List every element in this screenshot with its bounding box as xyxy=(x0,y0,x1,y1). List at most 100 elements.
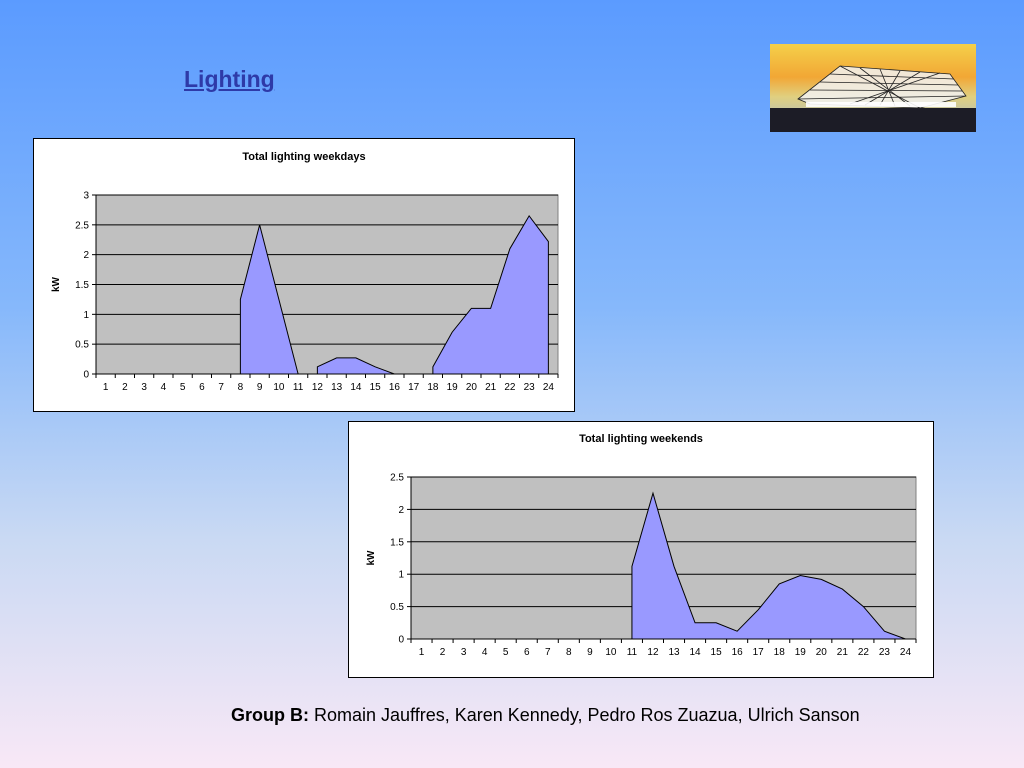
weekend-x-tick-label: 1 xyxy=(419,647,425,658)
weekday-data-point xyxy=(355,357,357,359)
weekend-x-tick-label: 3 xyxy=(461,647,467,658)
weekend-data-point xyxy=(799,574,801,576)
weekend-area-series xyxy=(631,491,906,640)
weekend-x-tick-label: 20 xyxy=(816,647,828,658)
weekday-data-point xyxy=(509,248,511,250)
weekday-x-tick-label: 7 xyxy=(218,382,224,393)
weekday-x-tick-label: 9 xyxy=(257,382,263,393)
weekday-y-tick-label: 2 xyxy=(83,250,89,261)
weekend-x-tick-label: 2 xyxy=(440,647,446,658)
weekday-chart-panel: Total lighting weekdays 0 0.5 1 1.5 2 2.5 3 1 2 3 4… xyxy=(33,138,575,412)
weekend-x-tick-label: 18 xyxy=(774,647,786,658)
weekend-data-point xyxy=(631,565,633,567)
weekend-y-tick-label: 0.5 xyxy=(390,602,404,613)
weekday-x-tick-label: 23 xyxy=(524,382,536,393)
weekday-x-tick-label: 19 xyxy=(447,382,459,393)
weekday-y-tick-label: 0 xyxy=(83,370,89,381)
weekend-x-tick-label: 5 xyxy=(503,647,509,658)
weekday-area-series xyxy=(239,224,299,375)
weekend-data-point xyxy=(883,630,885,632)
weekday-x-tick-label: 5 xyxy=(180,382,186,393)
weekday-x-tick-label: 18 xyxy=(427,382,439,393)
weekday-y-tick-label: 0.5 xyxy=(75,340,89,351)
weekend-x-tick-label: 24 xyxy=(900,647,912,658)
weekend-data-point xyxy=(694,622,696,624)
weekday-x-tick-label: 16 xyxy=(389,382,401,393)
weekend-y-tick-label: 2.5 xyxy=(390,473,404,484)
weekend-y-axis-label: kW xyxy=(366,550,377,566)
weekday-y-tick-label: 1.5 xyxy=(75,280,89,291)
weekday-x-tick-label: 14 xyxy=(350,382,362,393)
weekend-x-tick-label: 22 xyxy=(858,647,870,658)
weekend-x-tick-label: 13 xyxy=(668,647,680,658)
weekend-x-tick-label: 14 xyxy=(690,647,702,658)
weekend-x-tick-label: 10 xyxy=(605,647,617,658)
group-label: Group B: xyxy=(231,705,309,725)
weekday-data-point xyxy=(451,331,453,333)
weekend-data-point xyxy=(736,630,738,632)
weekday-data-point xyxy=(528,215,530,217)
weekend-data-point xyxy=(841,588,843,590)
weekday-x-tick-label: 2 xyxy=(122,382,128,393)
weekday-data-point xyxy=(547,240,549,242)
group-credits: Group B: Romain Jauffres, Karen Kennedy,… xyxy=(231,705,860,726)
weekday-x-tick-label: 20 xyxy=(466,382,478,393)
weekend-x-tick-label: 6 xyxy=(524,647,530,658)
weekend-data-point xyxy=(820,578,822,580)
weekend-x-tick-label: 15 xyxy=(711,647,723,658)
weekday-x-tick-label: 8 xyxy=(238,382,244,393)
weekday-x-tick-label: 22 xyxy=(504,382,516,393)
weekend-x-tick-label: 23 xyxy=(879,647,891,658)
weekend-x-tick-label: 21 xyxy=(837,647,849,658)
weekday-x-tick-label: 10 xyxy=(273,382,285,393)
weekday-x-tick-label: 21 xyxy=(485,382,497,393)
weekend-x-tick-label: 9 xyxy=(587,647,593,658)
weekday-x-tick-label: 15 xyxy=(370,382,382,393)
weekday-y-tick-label: 1 xyxy=(83,310,89,321)
weekday-x-tick-label: 13 xyxy=(331,382,343,393)
weekday-data-point xyxy=(489,307,491,309)
weekday-data-point xyxy=(432,366,434,368)
weekday-x-tick-label: 6 xyxy=(199,382,205,393)
weekday-x-tick-label: 11 xyxy=(293,382,304,393)
weekend-chart-panel: Total lighting weekends 0 0.5 1 1.5 2 2.5 1 2 3 4 5… xyxy=(348,421,934,678)
weekend-data-point xyxy=(652,492,654,494)
weekday-x-tick-label: 17 xyxy=(408,382,420,393)
weekend-x-tick-label: 11 xyxy=(627,647,638,658)
weekday-data-point xyxy=(258,224,260,226)
building-logo-image xyxy=(770,44,976,132)
group-members: Romain Jauffres, Karen Kennedy, Pedro Ro… xyxy=(309,705,860,725)
weekend-x-tick-label: 8 xyxy=(566,647,572,658)
weekend-x-tick-label: 7 xyxy=(545,647,551,658)
weekday-chart-title: Total lighting weekdays xyxy=(242,151,365,163)
weekend-x-tick-label: 17 xyxy=(753,647,765,658)
weekend-y-tick-label: 0 xyxy=(398,635,404,646)
weekday-y-tick-label: 3 xyxy=(83,191,89,202)
weekend-data-point xyxy=(862,605,864,607)
weekday-x-tick-label: 4 xyxy=(161,382,167,393)
weekend-x-tick-label: 19 xyxy=(795,647,807,658)
weekend-data-point xyxy=(778,583,780,585)
weekend-y-tick-label: 1 xyxy=(398,570,404,581)
weekday-x-tick-label: 24 xyxy=(543,382,555,393)
weekend-y-tick-label: 2 xyxy=(398,505,404,516)
weekday-data-point xyxy=(278,298,280,300)
weekday-x-tick-label: 12 xyxy=(312,382,324,393)
weekday-data-point xyxy=(316,366,318,368)
weekend-x-tick-label: 12 xyxy=(647,647,659,658)
weekday-y-tick-label: 2.5 xyxy=(75,220,89,231)
weekday-data-point xyxy=(335,357,337,359)
weekday-data-point xyxy=(374,366,376,368)
weekend-x-tick-label: 4 xyxy=(482,647,488,658)
weekend-chart-title: Total lighting weekends xyxy=(579,433,703,445)
slide-title[interactable]: Lighting xyxy=(184,66,275,92)
weekend-x-tick-label: 16 xyxy=(732,647,744,658)
weekday-y-axis-label: kW xyxy=(51,276,62,292)
weekday-data-point xyxy=(239,298,241,300)
weekend-y-tick-label: 1.5 xyxy=(390,537,404,548)
weekday-data-point xyxy=(470,307,472,309)
weekday-x-tick-label: 3 xyxy=(141,382,147,393)
weekday-x-tick-label: 1 xyxy=(103,382,109,393)
